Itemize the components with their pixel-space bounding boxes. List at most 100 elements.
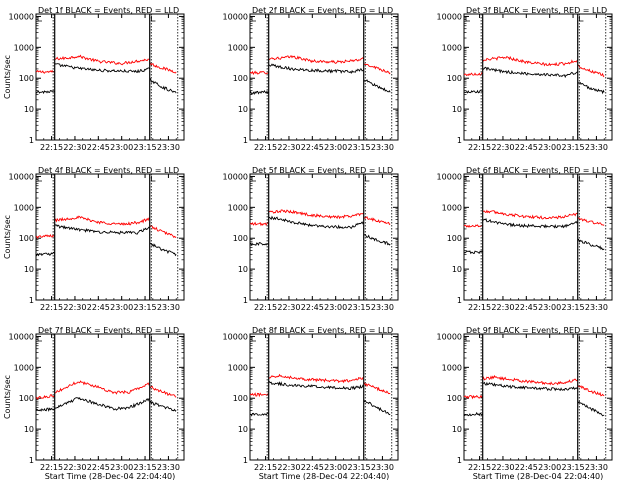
y-tick-label: 10	[24, 425, 34, 434]
y-tick-label: 1	[243, 456, 248, 465]
y-tick-label: 1000	[228, 43, 248, 52]
y-tick-label: 1000	[14, 203, 34, 212]
y-tick-label: 1000	[14, 363, 34, 372]
x-tick-label: 22:45	[301, 143, 324, 152]
y-tick-label: 100	[19, 234, 34, 243]
lld-rate-line	[463, 55, 605, 78]
y-tick-label: 100	[447, 234, 462, 243]
y-tick-label: 100	[19, 74, 34, 83]
detector-panel: Det 6f BLACK = Events, RED = LLD 1 10 100 10…	[437, 166, 613, 312]
x-tick-label: 22:30	[491, 303, 514, 312]
plot-frame	[463, 173, 613, 301]
x-tick-label: 22:30	[63, 303, 86, 312]
x-tick-label: 23:15	[134, 143, 157, 152]
y-tick-label: 10	[24, 265, 34, 274]
x-axis-label: Start Time (28-Dec-04 22:04:40)	[259, 472, 390, 480]
x-tick-label: 22:30	[63, 463, 86, 472]
y-tick-label: 1	[29, 296, 34, 305]
plot-frame	[249, 173, 399, 301]
y-tick-label: 10	[452, 105, 462, 114]
x-tick-label: 23:00	[324, 143, 347, 152]
y-tick-label: 10000	[223, 12, 248, 21]
y-tick-label: 10	[238, 105, 248, 114]
y-tick-label: 10000	[9, 332, 34, 341]
y-tick-label: 10000	[437, 172, 462, 181]
x-tick-label: 23:15	[134, 463, 157, 472]
y-tick-label: 100	[233, 234, 248, 243]
x-tick-label: 22:45	[515, 463, 538, 472]
detector-panel: Det 4f BLACK = Events, RED = LLD 1 10 100 10…	[3, 166, 185, 312]
panel-title: Det 9f BLACK = Events, RED = LLD	[466, 326, 607, 335]
y-tick-label: 1	[29, 136, 34, 145]
x-tick-label: 22:15	[40, 143, 63, 152]
plot-frame	[463, 13, 613, 141]
y-tick-label: 1	[457, 136, 462, 145]
y-tick-label: 10	[452, 265, 462, 274]
y-tick-label: 100	[233, 74, 248, 83]
x-tick-label: 23:15	[562, 143, 585, 152]
y-tick-label: 10000	[223, 332, 248, 341]
events-rate-line	[249, 215, 391, 247]
x-tick-label: 22:45	[515, 143, 538, 152]
y-axis-label: Counts/sec	[3, 375, 12, 419]
x-tick-label: 23:30	[157, 303, 180, 312]
panel-grid: Det 1f BLACK = Events, RED = LLD 1 10 100 10…	[3, 6, 613, 480]
y-tick-label: 10	[452, 425, 462, 434]
y-tick-label: 10000	[9, 12, 34, 21]
x-tick-label: 22:45	[87, 463, 110, 472]
lld-rate-line	[249, 55, 391, 75]
y-tick-label: 100	[233, 394, 248, 403]
y-tick-label: 1000	[14, 43, 34, 52]
y-tick-label: 1000	[442, 363, 462, 372]
events-rate-line	[463, 218, 605, 255]
x-tick-label: 22:30	[277, 143, 300, 152]
y-axis-label: Counts/sec	[3, 215, 12, 259]
panel-title: Det 1f BLACK = Events, RED = LLD	[38, 6, 179, 15]
y-axis-label: Counts/sec	[3, 55, 12, 99]
panel-title: Det 4f BLACK = Events, RED = LLD	[38, 166, 179, 175]
events-rate-line	[35, 63, 177, 95]
detector-panel: Det 1f BLACK = Events, RED = LLD 1 10 100 10…	[3, 6, 185, 152]
x-tick-label: 23:00	[538, 303, 561, 312]
x-tick-label: 22:30	[491, 143, 514, 152]
x-tick-label: 23:00	[110, 303, 133, 312]
events-rate-line	[249, 63, 391, 96]
x-tick-label: 22:15	[40, 303, 63, 312]
x-tick-label: 23:00	[110, 463, 133, 472]
x-tick-label: 22:15	[468, 303, 491, 312]
x-tick-label: 22:15	[254, 463, 277, 472]
events-rate-line	[35, 224, 177, 257]
x-tick-label: 23:30	[585, 463, 608, 472]
y-tick-label: 1	[243, 296, 248, 305]
x-tick-label: 23:30	[585, 303, 608, 312]
plot-frame	[463, 333, 613, 461]
x-tick-label: 23:00	[110, 143, 133, 152]
detector-panel: Det 9f BLACK = Events, RED = LLD 1 10 100 10…	[437, 326, 613, 480]
x-tick-label: 22:15	[468, 143, 491, 152]
x-tick-label: 23:30	[371, 463, 394, 472]
lld-rate-line	[249, 373, 391, 398]
lld-rate-line	[35, 54, 177, 74]
x-tick-label: 22:30	[277, 303, 300, 312]
x-tick-label: 22:45	[301, 463, 324, 472]
y-tick-label: 1000	[442, 203, 462, 212]
x-tick-label: 22:15	[40, 463, 63, 472]
plot-frame	[35, 333, 185, 461]
detector-panel: Det 8f BLACK = Events, RED = LLD 1 10 100 10…	[223, 326, 399, 480]
y-tick-label: 10	[238, 425, 248, 434]
x-tick-label: 23:00	[324, 303, 347, 312]
detector-panel: Det 3f BLACK = Events, RED = LLD 1 10 100 10…	[437, 6, 613, 152]
y-tick-label: 10000	[437, 332, 462, 341]
x-tick-label: 22:15	[468, 463, 491, 472]
plot-frame	[35, 173, 185, 301]
panel-title: Det 6f BLACK = Events, RED = LLD	[466, 166, 607, 175]
x-tick-label: 23:15	[562, 303, 585, 312]
x-tick-label: 23:15	[562, 463, 585, 472]
x-tick-label: 22:45	[515, 303, 538, 312]
plot-frame	[249, 13, 399, 141]
y-tick-label: 1000	[228, 203, 248, 212]
y-tick-label: 100	[447, 74, 462, 83]
x-tick-label: 23:00	[538, 143, 561, 152]
plot-frame	[249, 333, 399, 461]
